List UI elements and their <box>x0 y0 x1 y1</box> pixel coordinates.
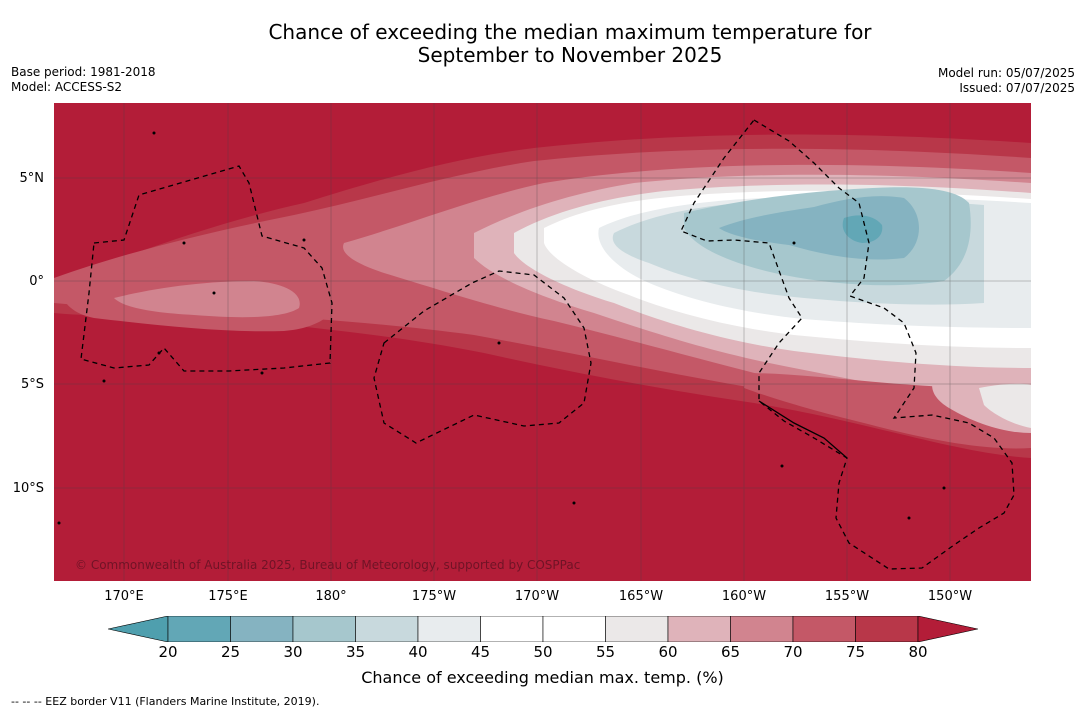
island <box>260 371 264 375</box>
colorbar-tick-label: 75 <box>845 643 866 661</box>
island <box>302 238 306 242</box>
contour-20 <box>842 215 883 243</box>
lon-label-170w: 170°W <box>514 589 560 604</box>
lon-label-150w: 150°W <box>927 589 973 604</box>
lon-label-155w: 155°W <box>824 589 870 604</box>
island <box>102 379 106 383</box>
lon-label-180: 180° <box>315 589 347 604</box>
colorbar-bin <box>355 615 419 643</box>
colorbar-bin <box>792 615 856 643</box>
island <box>212 291 216 295</box>
eez-phoenix <box>373 270 592 444</box>
colorbar-bin <box>417 615 481 643</box>
colorbar-tick-label: 35 <box>345 643 366 661</box>
island <box>572 501 576 505</box>
island <box>792 241 796 245</box>
colorbar-label: Chance of exceeding median max. temp. (%… <box>361 668 724 687</box>
colorbar <box>107 615 979 643</box>
colorbar-tick-label: 70 <box>783 643 803 661</box>
islands <box>57 131 946 525</box>
model-info: Base period: 1981-2018 Model: ACCESS-S2 <box>11 65 156 95</box>
island <box>57 521 61 525</box>
eez-line-islands <box>680 119 1015 570</box>
colorbar-over-triangle <box>917 615 979 643</box>
island <box>780 464 784 468</box>
eez-legend-note: -- -- -- EEZ border V11 (Flanders Marine… <box>11 695 320 708</box>
lat-label-equator: 0° <box>29 274 44 289</box>
title-line-2: September to November 2025 <box>417 43 723 67</box>
contour-25 <box>719 196 919 260</box>
colorbar-bin <box>480 615 544 643</box>
colorbar-svg <box>107 615 979 643</box>
colorbar-tick-label: 55 <box>595 643 616 661</box>
contour-55-southeast <box>979 383 1031 428</box>
colorbar-under-triangle <box>107 615 169 643</box>
lat-label-10s: 10°S <box>12 481 44 496</box>
model-name: Model: ACCESS-S2 <box>11 80 123 94</box>
island <box>497 341 501 345</box>
island <box>942 486 946 490</box>
run-info: Model run: 05/07/2025 Issued: 07/07/2025 <box>938 66 1075 96</box>
colorbar-tick-label: 25 <box>220 643 241 661</box>
lat-label-5s: 5°S <box>20 377 44 392</box>
colorbar-bin <box>167 615 231 643</box>
issued-date: Issued: 07/07/2025 <box>959 81 1075 95</box>
colorbar-bin <box>230 615 294 643</box>
colorbar-tick-label: 60 <box>658 643 678 661</box>
model-run: Model run: 05/07/2025 <box>937 66 1075 80</box>
chart-title: Chance of exceeding the median maximum t… <box>0 21 1085 67</box>
colorbar-tick-label: 45 <box>470 643 491 661</box>
colorbar-tick-label: 20 <box>158 643 178 661</box>
title-line-1: Chance of exceeding the median maximum t… <box>268 20 872 44</box>
eez-inner-segment <box>758 400 848 459</box>
colorbar-bin <box>292 615 356 643</box>
contour-65-west <box>114 281 300 318</box>
lon-label-175w: 175°W <box>411 589 457 604</box>
island <box>152 131 156 135</box>
forecast-map <box>54 103 1031 581</box>
island <box>182 241 186 245</box>
copyright-notice: © Commonwealth of Australia 2025, Bureau… <box>75 558 581 572</box>
graticule <box>54 103 1031 581</box>
eez-kiribati-gilberts <box>80 165 333 372</box>
island <box>907 516 911 520</box>
map-svg <box>54 103 1031 581</box>
lon-label-175e: 175°E <box>208 589 248 604</box>
lat-label-5n: 5°N <box>19 171 45 186</box>
colorbar-bin <box>667 615 731 643</box>
colorbar-tick-label: 50 <box>533 643 553 661</box>
colorbar-tick-label: 40 <box>408 643 428 661</box>
lon-label-170e: 170°E <box>104 589 144 604</box>
lon-label-160w: 160°W <box>721 589 767 604</box>
colorbar-tick-label: 65 <box>720 643 741 661</box>
colorbar-bin <box>730 615 794 643</box>
eez-borders <box>80 119 1015 570</box>
lon-label-165w: 165°W <box>618 589 664 604</box>
colorbar-bin <box>855 615 919 643</box>
colorbar-tick-label: 30 <box>283 643 303 661</box>
island <box>157 351 161 355</box>
colorbar-bin <box>605 615 669 643</box>
colorbar-tick-label: 80 <box>908 643 928 661</box>
colorbar-bin <box>542 615 606 643</box>
base-period: Base period: 1981-2018 <box>11 65 156 79</box>
